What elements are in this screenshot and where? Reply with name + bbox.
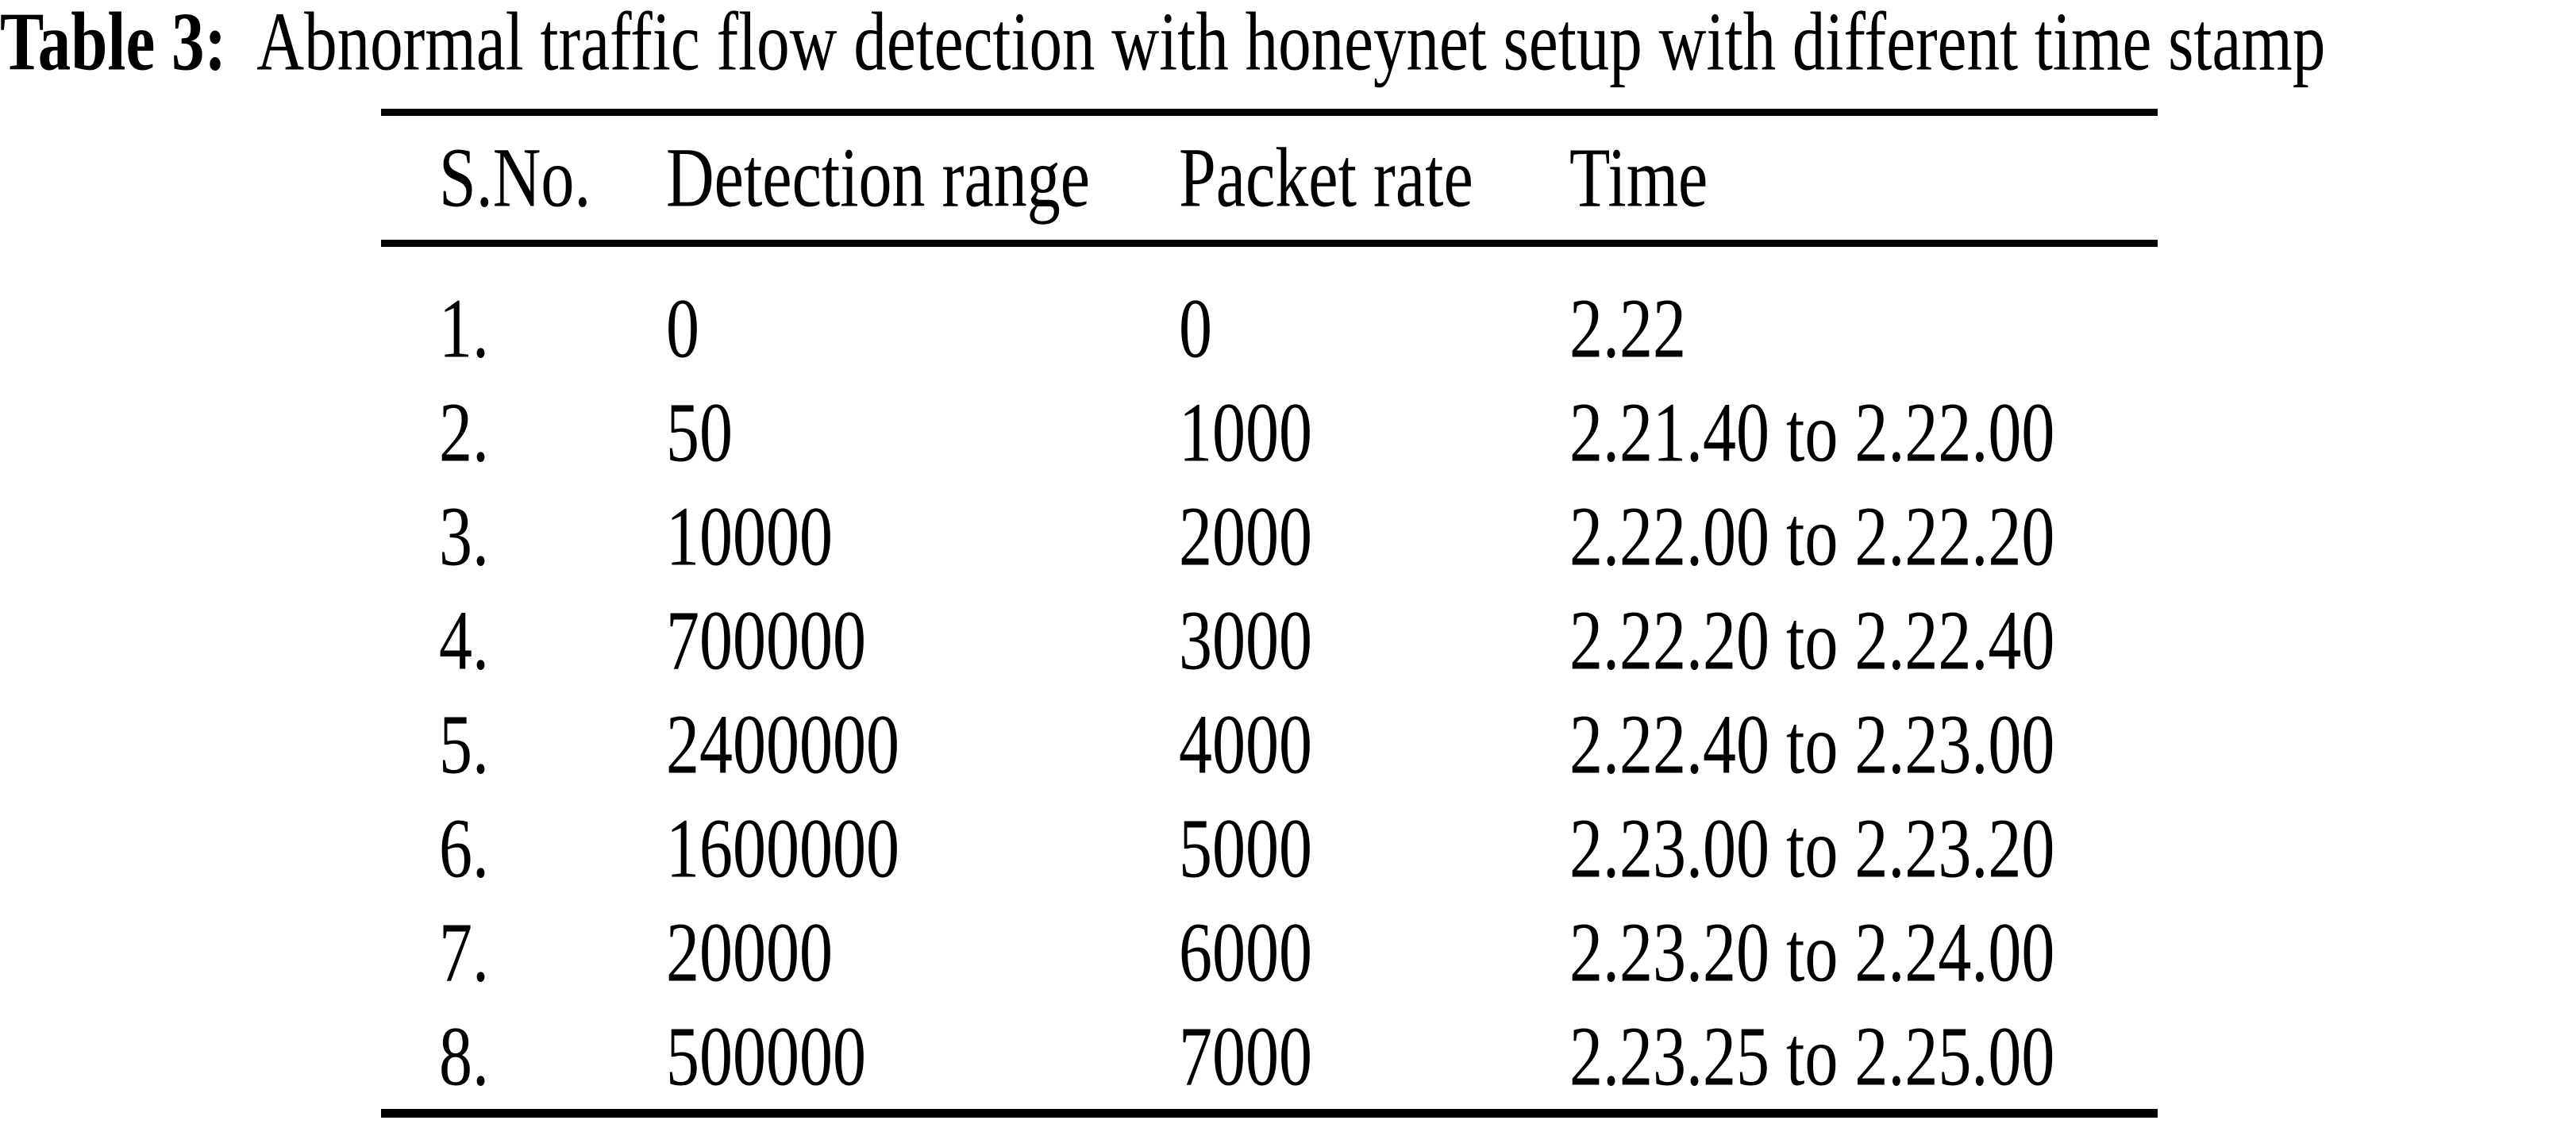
cell-packet-rate: 7000 xyxy=(1179,1010,1312,1104)
cell-packet-rate: 3000 xyxy=(1179,594,1312,688)
cell-time: 2.22 xyxy=(1569,282,1686,376)
cell-time: 2.21.40 to 2.22.00 xyxy=(1569,386,2055,480)
table-row: 4. 700000 3000 2.22.20 to 2.22.40 xyxy=(381,589,2158,693)
cell-detection-range: 700000 xyxy=(666,594,866,688)
cell-packet-rate: 0 xyxy=(1179,282,1212,376)
table-row: 8. 500000 7000 2.23.25 to 2.25.00 xyxy=(381,1005,2158,1109)
cell-sno: 3. xyxy=(439,490,489,584)
cell-packet-rate: 1000 xyxy=(1179,386,1312,480)
cell-detection-range: 2400000 xyxy=(666,698,899,792)
table-row: 7. 20000 6000 2.23.20 to 2.24.00 xyxy=(381,901,2158,1005)
table-row: 1. 0 0 2.22 xyxy=(381,277,2158,381)
table-caption-text: Abnormal traffic flow detection with hon… xyxy=(256,0,2326,88)
cell-detection-range: 1600000 xyxy=(666,802,899,896)
cell-packet-rate: 5000 xyxy=(1179,802,1312,896)
cell-time: 2.22.20 to 2.22.40 xyxy=(1569,594,2055,688)
table-caption-label: Table 3: xyxy=(0,0,227,88)
data-table: S.No. Detection range Packet rate Time 1… xyxy=(381,109,2158,1118)
table-row: 5. 2400000 4000 2.22.40 to 2.23.00 xyxy=(381,693,2158,797)
cell-detection-range: 50 xyxy=(666,386,733,480)
header-packet-rate: Packet rate xyxy=(1179,130,1473,225)
cell-sno: 4. xyxy=(439,594,489,688)
cell-detection-range: 20000 xyxy=(666,906,833,1000)
cell-sno: 8. xyxy=(439,1010,489,1104)
cell-sno: 2. xyxy=(439,386,489,480)
cell-detection-range: 0 xyxy=(666,282,699,376)
cell-packet-rate: 4000 xyxy=(1179,698,1312,792)
cell-packet-rate: 6000 xyxy=(1179,906,1312,1000)
cell-time: 2.23.00 to 2.23.20 xyxy=(1569,802,2055,896)
header-sno: S.No. xyxy=(439,130,591,225)
table-row: 2. 50 1000 2.21.40 to 2.22.00 xyxy=(381,381,2158,485)
cell-sno: 1. xyxy=(439,282,489,376)
table-top-rule xyxy=(381,109,2158,116)
table-body: 1. 0 0 2.22 2. 50 1000 2.21.40 to 2.22.0… xyxy=(381,247,2158,1109)
cell-sno: 6. xyxy=(439,802,489,896)
cell-time: 2.22.40 to 2.23.00 xyxy=(1569,698,2055,792)
cell-time: 2.23.20 to 2.24.00 xyxy=(1569,906,2055,1000)
cell-time: 2.23.25 to 2.25.00 xyxy=(1569,1010,2055,1104)
cell-detection-range: 500000 xyxy=(666,1010,866,1104)
cell-sno: 5. xyxy=(439,698,489,792)
table-header-row: S.No. Detection range Packet rate Time xyxy=(381,116,2158,240)
cell-packet-rate: 2000 xyxy=(1179,490,1312,584)
cell-sno: 7. xyxy=(439,906,489,1000)
header-time: Time xyxy=(1569,130,1708,225)
cell-detection-range: 10000 xyxy=(666,490,833,584)
cell-time: 2.22.00 to 2.22.20 xyxy=(1569,490,2055,584)
table-row: 3. 10000 2000 2.22.00 to 2.22.20 xyxy=(381,485,2158,589)
table-row: 6. 1600000 5000 2.23.00 to 2.23.20 xyxy=(381,797,2158,901)
table-caption: Table 3: Abnormal traffic flow detection… xyxy=(0,0,2576,94)
header-detection-range: Detection range xyxy=(666,130,1091,225)
table-header-rule xyxy=(381,240,2158,247)
table-bottom-rule xyxy=(381,1109,2158,1118)
